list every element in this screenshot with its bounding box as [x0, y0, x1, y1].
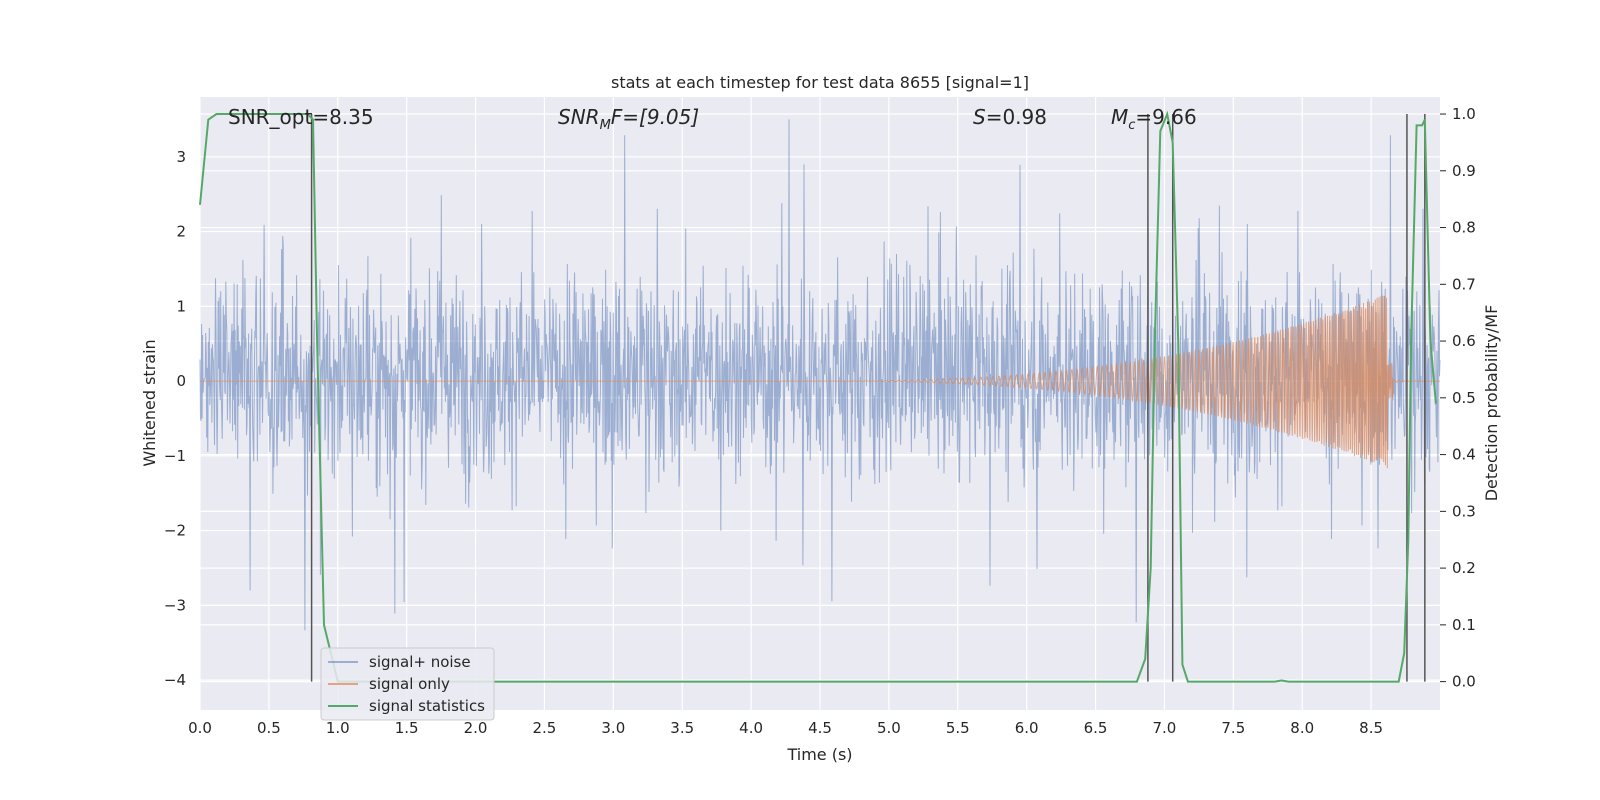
annotation-snr-mf-rest: F=[9.05] — [611, 105, 699, 129]
x-tick-label: 1.5 — [395, 719, 419, 737]
y-right-tick-label: 0.6 — [1452, 332, 1476, 350]
x-tick-label: 7.5 — [1221, 719, 1245, 737]
y-right-tick-label: 0.8 — [1452, 219, 1476, 237]
y-right-tick-label: 0.1 — [1452, 616, 1476, 634]
x-tick-label: 8.5 — [1359, 719, 1383, 737]
y-right-tick-label: 1.0 — [1452, 105, 1476, 123]
plot-area — [199, 97, 1441, 710]
y-left-tick-label: 0 — [176, 372, 186, 390]
x-tick-label: 4.5 — [808, 719, 832, 737]
y-right-tick-label: 0.5 — [1452, 389, 1476, 407]
y-left-tick-label: 3 — [176, 148, 186, 166]
y-left-tick-label: −4 — [164, 671, 186, 689]
annotation-snr-mf-sub: M — [600, 118, 611, 133]
series-signal-only — [200, 295, 1440, 469]
y-right-axis-ticks: 1.0 0.9 0.8 0.7 0.6 0.5 0.4 0.3 0.2 0.1 0.0 — [1440, 105, 1476, 691]
x-tick-label: 6.5 — [1084, 719, 1108, 737]
series-signal-noise — [199, 119, 1441, 631]
annotation-s: S=0.98 — [973, 105, 1047, 129]
legend: signal+ noise signal only signal statist… — [320, 647, 495, 721]
x-tick-label: 0.0 — [188, 719, 212, 737]
annotation-snr-mf-name: SNR — [558, 105, 600, 129]
x-tick-label: 2.5 — [533, 719, 557, 737]
legend-label-signal-noise: signal+ noise — [369, 653, 471, 671]
vertical-marker-lines — [310, 114, 1426, 682]
x-axis-label: Time (s) — [786, 745, 852, 764]
x-tick-label: 1.0 — [326, 719, 350, 737]
annotation-s-rest: =0.98 — [986, 105, 1047, 129]
x-tick-label: 3.0 — [601, 719, 625, 737]
x-tick-label: 2.0 — [464, 719, 488, 737]
annotation-snr-mf: SNRMF=[9.05] — [558, 105, 699, 133]
y-left-tick-label: −3 — [164, 596, 186, 614]
x-tick-label: 7.0 — [1153, 719, 1177, 737]
annotation-mc: Mc=9.66 — [1111, 105, 1197, 133]
x-tick-label: 4.0 — [739, 719, 763, 737]
annotation-mc-sub: c — [1128, 118, 1135, 133]
y-left-axis-label: Whitened strain — [140, 339, 159, 466]
y-right-tick-label: 0.4 — [1452, 446, 1476, 464]
series-signal-statistics — [199, 110, 1437, 683]
y-right-tick-label: 0.7 — [1452, 275, 1476, 293]
signal-statistics-line — [199, 110, 1437, 683]
y-right-tick-label: 0.0 — [1452, 673, 1476, 691]
x-tick-label: 5.0 — [877, 719, 901, 737]
x-tick-label: 3.5 — [670, 719, 694, 737]
legend-label-signal-only: signal only — [369, 675, 450, 693]
annotation-mc-name: M — [1111, 105, 1128, 129]
signal-noise-line — [199, 119, 1441, 631]
y-left-tick-label: 2 — [176, 223, 186, 241]
y-right-tick-label: 0.2 — [1452, 559, 1476, 577]
x-tick-label: 5.5 — [946, 719, 970, 737]
y-left-tick-label: 1 — [176, 297, 186, 315]
annotation-mc-rest: =9.66 — [1135, 105, 1196, 129]
y-left-axis-ticks: 3 2 1 0 −1 −2 −3 −4 — [164, 148, 186, 689]
x-tick-label: 0.5 — [257, 719, 281, 737]
y-left-tick-label: −2 — [164, 522, 186, 540]
y-left-tick-label: −1 — [164, 447, 186, 465]
signal-only-line — [200, 295, 1440, 469]
x-axis-ticks: 0.0 0.5 1.0 1.5 2.0 2.5 3.0 3.5 4.0 4.5 5.0 5.5 6.0 6… — [188, 719, 1383, 737]
y-right-tick-label: 0.3 — [1452, 502, 1476, 520]
x-tick-label: 8.0 — [1290, 719, 1314, 737]
y-right-axis-label: Detection probability/MF — [1482, 305, 1501, 502]
legend-box — [320, 647, 495, 721]
y-right-tick-label: 0.9 — [1452, 162, 1476, 180]
legend-label-signal-statistics: signal statistics — [369, 697, 485, 715]
x-tick-label: 6.0 — [1015, 719, 1039, 737]
annotation-snr-opt: SNR_opt=8.35 — [228, 105, 374, 129]
annotation-s-name: S — [973, 105, 986, 129]
chart-title: stats at each timestep for test data 865… — [611, 73, 1029, 92]
